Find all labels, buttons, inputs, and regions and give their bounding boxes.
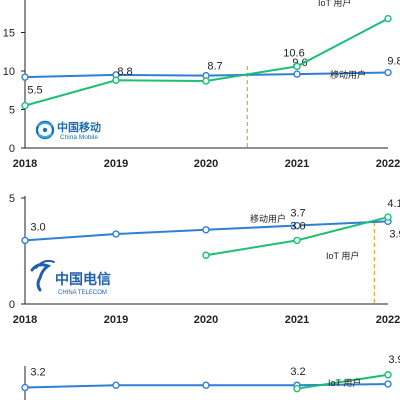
data-point [21,101,29,110]
series-line [296,373,389,390]
x-tick-label: 2021 [285,314,309,326]
data-label: 3.2 [290,366,305,378]
series-group: 8.8 8.7 9.6 9.85.510.6 [21,14,400,110]
series-group: 3.2 3.2 3.9 [21,354,400,393]
series-group: 3.03.73.93.04.1 [21,198,400,259]
data-label: 8.7 [207,61,222,73]
data-label: 10.6 [283,47,304,59]
series-legend-iot-users: IoT 用户 [318,0,351,8]
data-point [202,77,210,85]
y-tick-labels: 0 5 10 15 [3,28,25,155]
data-point [112,381,120,389]
brand-name-en: CHINA TELECOM [58,290,107,296]
y-tick-label: 5 [9,105,15,117]
y-tick-labels: 05 [9,193,25,311]
x-tick-label: 2019 [104,314,128,326]
x-tick-labels: 2018 2019 2020 2021 2022 [13,314,400,326]
data-label: 3.9 [388,354,400,366]
brand-logo-china-telecom: 中国电信 CHINA TELECOM [30,259,111,296]
panel-china-mobile: 中国移动 China Mobile 0 5 10 15 2018 2019 2020 202… [3,0,400,170]
data-point [202,251,210,259]
x-tick-label: 2019 [104,158,128,170]
data-point [202,226,210,234]
data-point [112,76,120,84]
series-legend-iot-users: IoT 用户 [326,250,359,261]
y-tick-label: 0 [9,299,15,311]
data-point [384,213,392,221]
data-point [293,236,301,245]
data-point [293,62,301,71]
data-point [384,14,392,23]
x-tick-label: 2020 [194,314,218,326]
data-label: 3.0 [30,221,45,233]
y-tick-label: 5 [9,193,15,205]
data-point [384,68,392,77]
data-point [21,383,29,392]
brand-name-cn: 中国移动 [57,120,101,134]
data-label: 3.9 [389,228,400,240]
china-telecom-logo-icon [30,259,55,292]
x-tick-label: 2020 [194,158,218,170]
brand-name-en: China Mobile [60,134,98,141]
series-legend-iot-users: IoT 用户 [328,377,361,388]
china-mobile-logo-icon [35,120,55,140]
data-point [384,371,392,379]
y-tick-label: 10 [3,66,15,78]
panel-china-telecom: 中国电信 CHINA TELECOM 05 2018 2019 2020 2021 20… [9,193,400,326]
series-legend-mobile-users: 移动用户 [330,69,366,80]
data-point [293,70,301,78]
data-point [293,221,301,230]
x-tick-label: 2018 [13,314,37,326]
data-label: 3.7 [290,208,305,220]
data-point [384,380,392,388]
data-label: 3.0 [290,220,305,232]
x-tick-labels: 2018 2019 2020 2021 2022 [13,158,400,170]
data-label: 9.8 [387,56,400,68]
x-tick-label: 2018 [13,158,37,170]
data-label: 5.5 [27,85,42,97]
y-tick-label: 15 [3,28,15,40]
data-label: 3.2 [30,367,45,379]
data-label: 4.1 [387,198,400,210]
data-point [21,236,29,245]
brand-name-cn: 中国电信 [55,271,111,287]
data-point [293,384,301,393]
data-point [202,381,210,389]
x-tick-label: 2022 [376,314,400,326]
data-point [112,230,120,238]
data-label: 8.8 [117,66,132,78]
data-point [21,73,29,81]
series-legend-mobile-users: 移动用户 [250,213,286,224]
brand-logo-china-mobile: 中国移动 China Mobile [35,120,101,141]
panel-third: 3.2 3.2 3.9 IoT 用户 [21,354,400,400]
x-tick-label: 2021 [285,158,309,170]
y-tick-label: 0 [9,143,15,155]
x-tick-label: 2022 [376,158,400,170]
